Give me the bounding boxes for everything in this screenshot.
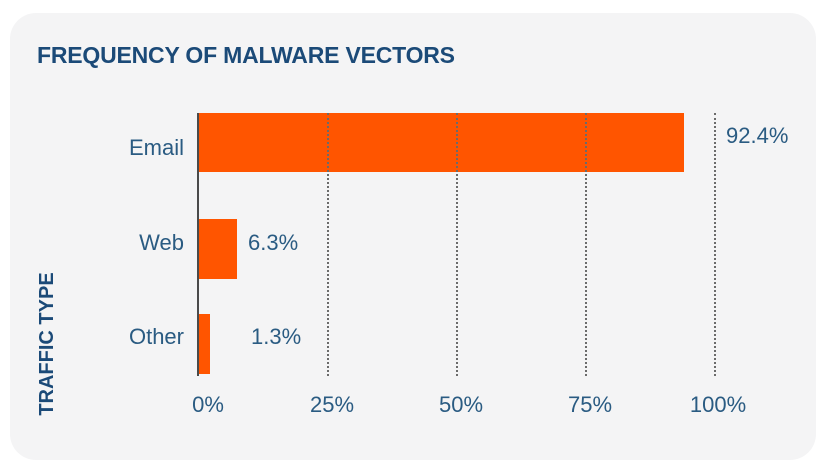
category-label-other: Other: [128, 324, 184, 349]
value-label-other: 1.3%: [251, 324, 302, 349]
x-tick-25: 25%: [309, 392, 355, 417]
bar-web: [199, 219, 237, 279]
bar-email: [199, 113, 684, 172]
x-tick-75: 75%: [567, 392, 613, 417]
value-label-email: 92.4%: [726, 123, 789, 148]
category-label-web: Web: [139, 230, 184, 255]
gridline-100: [714, 113, 716, 376]
x-tick-50: 50%: [438, 392, 484, 417]
chart-title: FREQUENCY OF MALWARE VECTORS: [37, 42, 455, 68]
gridline-50: [456, 113, 458, 376]
value-label-web: 6.3%: [248, 230, 299, 255]
x-tick-0: 0%: [192, 392, 224, 417]
gridline-25: [327, 113, 329, 376]
chart-card: [10, 13, 816, 460]
x-tick-100: 100%: [689, 392, 747, 417]
category-label-email: Email: [128, 135, 184, 160]
gridline-75: [585, 113, 587, 376]
y-axis-line: [197, 113, 199, 376]
bar-other: [199, 314, 210, 374]
